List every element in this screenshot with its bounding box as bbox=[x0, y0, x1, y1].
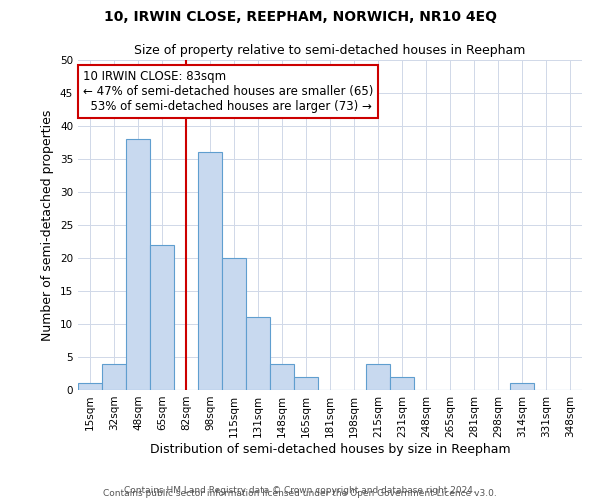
Bar bbox=[150, 245, 174, 390]
Bar bbox=[78, 384, 102, 390]
Bar bbox=[102, 364, 126, 390]
Text: Contains public sector information licensed under the Open Government Licence v3: Contains public sector information licen… bbox=[103, 488, 497, 498]
Bar bbox=[366, 364, 390, 390]
Title: Size of property relative to semi-detached houses in Reepham: Size of property relative to semi-detach… bbox=[134, 44, 526, 58]
Text: 10 IRWIN CLOSE: 83sqm
← 47% of semi-detached houses are smaller (65)
  53% of se: 10 IRWIN CLOSE: 83sqm ← 47% of semi-deta… bbox=[83, 70, 373, 113]
Y-axis label: Number of semi-detached properties: Number of semi-detached properties bbox=[41, 110, 55, 340]
Bar bbox=[198, 152, 222, 390]
Text: Contains HM Land Registry data © Crown copyright and database right 2024.: Contains HM Land Registry data © Crown c… bbox=[124, 486, 476, 495]
X-axis label: Distribution of semi-detached houses by size in Reepham: Distribution of semi-detached houses by … bbox=[149, 442, 511, 456]
Text: 10, IRWIN CLOSE, REEPHAM, NORWICH, NR10 4EQ: 10, IRWIN CLOSE, REEPHAM, NORWICH, NR10 … bbox=[104, 10, 497, 24]
Bar bbox=[222, 258, 246, 390]
Bar bbox=[246, 318, 270, 390]
Bar bbox=[510, 384, 534, 390]
Bar bbox=[270, 364, 294, 390]
Bar bbox=[390, 377, 414, 390]
Bar bbox=[126, 139, 150, 390]
Bar bbox=[294, 377, 318, 390]
